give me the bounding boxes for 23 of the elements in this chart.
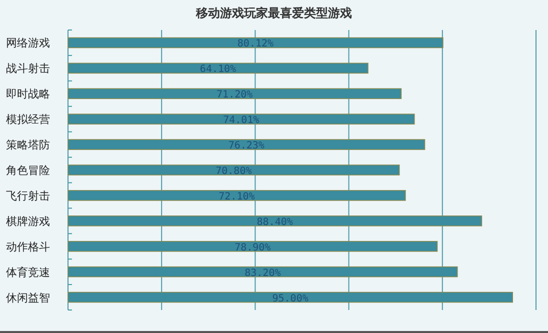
data-label: 70.80% bbox=[216, 166, 252, 177]
y-tick-label: 策略塔防 bbox=[6, 138, 50, 152]
y-tick-label: 即时战略 bbox=[6, 88, 50, 101]
y-tick-label: 体育竞速 bbox=[6, 266, 50, 279]
data-label: 64.10% bbox=[200, 64, 236, 76]
data-label: 88.40% bbox=[256, 216, 293, 228]
data-label: 95.00% bbox=[272, 293, 308, 304]
y-tick-label: 角色冒险 bbox=[6, 164, 50, 177]
y-tick-label: 模拟经营 bbox=[6, 113, 50, 126]
y-tick-label: 飞行射击 bbox=[6, 189, 50, 202]
y-tick-label: 战斗射击 bbox=[6, 62, 50, 76]
y-tick-label: 棋牌游戏 bbox=[6, 214, 50, 228]
data-label: 80.12% bbox=[237, 38, 274, 50]
data-label: 76.23% bbox=[228, 140, 264, 152]
chart-title: 移动游戏玩家最喜爱类型游戏 bbox=[195, 6, 352, 20]
data-label: 78.90% bbox=[234, 242, 271, 254]
data-label: 74.01% bbox=[223, 115, 260, 126]
y-tick-label: 动作格斗 bbox=[6, 240, 50, 254]
y-tick-label: 网络游戏 bbox=[6, 36, 50, 50]
y-tick-label: 休闲益智 bbox=[6, 291, 50, 304]
data-label: 72.10% bbox=[218, 191, 255, 202]
data-label: 83.20% bbox=[244, 268, 281, 279]
data-label: 71.20% bbox=[216, 90, 253, 101]
